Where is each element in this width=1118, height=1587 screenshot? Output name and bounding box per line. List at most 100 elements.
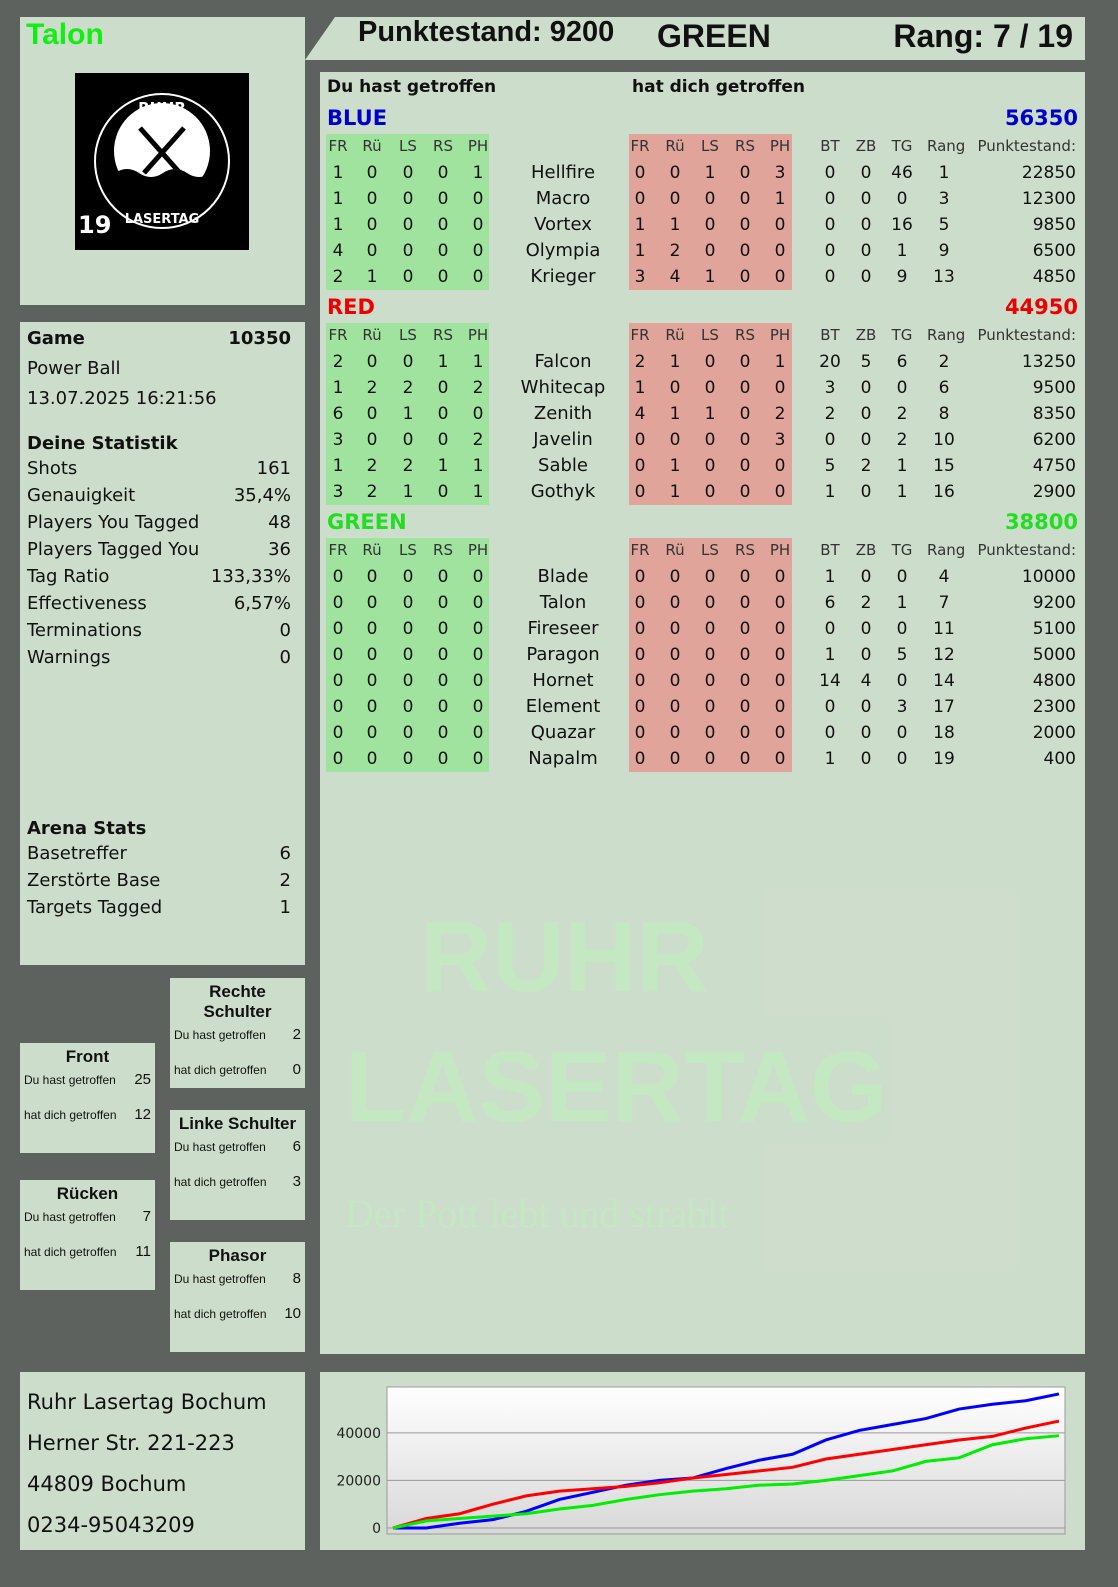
hit-by-value: 0 xyxy=(669,593,681,613)
hit-by-block xyxy=(629,134,792,290)
extra-value: 4 xyxy=(938,567,950,587)
hit-by-value: 0 xyxy=(774,749,786,769)
hit-by-value: 0 xyxy=(634,671,646,691)
hit-value: 0 xyxy=(332,723,344,743)
extra-value: 1 xyxy=(824,482,836,502)
stats-list: Shots 161 Genauigkeit 35,4% Players You Tagg… xyxy=(27,458,291,668)
hit-by-value: 0 xyxy=(634,749,646,769)
player-score: 4750 xyxy=(1032,456,1076,476)
table-row: Olympia 4 0 0 0 0 1 2 0 0 0 0 0 1 9 6500 xyxy=(0,240,1118,265)
extra-value: 0 xyxy=(860,267,872,287)
hit-value: 2 xyxy=(472,378,484,398)
hit-value: 0 xyxy=(437,267,449,287)
extra-value: 0 xyxy=(824,619,836,639)
hit-value: 0 xyxy=(437,619,449,639)
extra-value: 0 xyxy=(860,645,872,665)
player-score: 5100 xyxy=(1032,619,1076,639)
zone-value: 7 xyxy=(142,1208,151,1225)
column-header: TG xyxy=(891,326,913,344)
player-score: 9850 xyxy=(1032,215,1076,235)
hit-value: 0 xyxy=(366,404,378,424)
extra-value: 9 xyxy=(938,241,950,261)
hit-value: 1 xyxy=(332,163,344,183)
logo-number: 19 xyxy=(78,211,112,239)
extra-value: 6 xyxy=(896,352,908,372)
column-header: ZB xyxy=(855,326,877,344)
extra-value: 9 xyxy=(896,267,908,287)
hit-block xyxy=(326,538,489,772)
extra-value: 19 xyxy=(933,749,955,769)
hit-value: 1 xyxy=(437,456,449,476)
header-rank: Rang: 7 / 19 xyxy=(893,18,1073,54)
hit-value: 0 xyxy=(402,723,414,743)
column-header: BT xyxy=(820,541,840,559)
player-score: 10000 xyxy=(1021,567,1076,587)
extra-value: 0 xyxy=(824,215,836,235)
team-score: 38800 xyxy=(1004,510,1078,534)
zone-value: 10 xyxy=(284,1305,301,1322)
player-logo: RUHR LASERTAG 19 xyxy=(75,73,249,250)
player-name: Fireseer xyxy=(527,618,599,639)
hit-by-value: 0 xyxy=(739,749,751,769)
hit-by-value: 1 xyxy=(669,482,681,502)
hit-by-value: 0 xyxy=(669,378,681,398)
extra-value: 6 xyxy=(938,378,950,398)
zone-box: Front Du hast getroffen 25 hat dich getroff… xyxy=(20,1043,155,1153)
hit-by-value: 0 xyxy=(774,241,786,261)
player-score: 400 xyxy=(1043,749,1076,769)
chart-panel: 0 20000 40000 xyxy=(320,1372,1085,1550)
hit-value: 0 xyxy=(472,404,484,424)
stat-label: Tag Ratio xyxy=(27,566,110,587)
extra-value: 0 xyxy=(824,430,836,450)
table-row: Zenith 6 0 1 0 0 4 1 1 0 2 2 0 2 8 8350 xyxy=(0,403,1118,428)
stat-row: Zerstörte Base 2 xyxy=(27,870,291,891)
extra-value: 0 xyxy=(860,404,872,424)
player-name: Olympia xyxy=(525,240,601,261)
hit-value: 0 xyxy=(332,697,344,717)
player-score: 6200 xyxy=(1032,430,1076,450)
hit-by-value: 0 xyxy=(704,671,716,691)
extra-value: 18 xyxy=(933,723,955,743)
hit-by-value: 0 xyxy=(669,619,681,639)
extra-value: 17 xyxy=(933,697,955,717)
hit-value: 1 xyxy=(366,267,378,287)
extra-value: 11 xyxy=(933,619,955,639)
stat-label: Genauigkeit xyxy=(27,485,136,506)
hit-value: 0 xyxy=(437,404,449,424)
column-header: FR xyxy=(328,137,348,155)
hit-by-value: 3 xyxy=(634,267,646,287)
stat-row: Targets Tagged 1 xyxy=(27,897,291,918)
hit-by-value: 0 xyxy=(774,697,786,717)
hit-value: 0 xyxy=(402,567,414,587)
stat-row: Basetreffer 6 xyxy=(27,843,291,864)
extra-value: 3 xyxy=(938,189,950,209)
hit-by-value: 0 xyxy=(774,671,786,691)
zone-value: 6 xyxy=(292,1138,301,1155)
hit-by-value: 0 xyxy=(774,378,786,398)
hit-value: 0 xyxy=(437,567,449,587)
hit-by-value: 1 xyxy=(669,456,681,476)
player-score: 4850 xyxy=(1032,267,1076,287)
stat-value: 35,4% xyxy=(233,485,291,506)
extra-value: 2 xyxy=(896,404,908,424)
column-header: Rü xyxy=(665,326,685,344)
hit-by-value: 1 xyxy=(634,215,646,235)
zone-label: hat dich getroffen xyxy=(174,1307,267,1321)
zone-value: 2 xyxy=(292,1026,301,1043)
column-header: FR xyxy=(328,541,348,559)
hit-value: 1 xyxy=(472,352,484,372)
hit-value: 1 xyxy=(472,456,484,476)
hit-by-value: 0 xyxy=(739,378,751,398)
extra-value: 0 xyxy=(860,378,872,398)
hit-value: 0 xyxy=(402,671,414,691)
zone-label: hat dich getroffen xyxy=(174,1063,267,1077)
stat-label: Shots xyxy=(27,458,78,479)
hit-by-value: 0 xyxy=(739,267,751,287)
hit-value: 0 xyxy=(366,163,378,183)
zone-row: hat dich getroffen 10 xyxy=(174,1305,301,1322)
stat-row: Warnings 0 xyxy=(27,647,291,668)
extra-value: 0 xyxy=(860,697,872,717)
hit-by-value: 0 xyxy=(634,456,646,476)
hit-value: 0 xyxy=(437,215,449,235)
stat-row: Tag Ratio 133,33% xyxy=(27,566,291,587)
